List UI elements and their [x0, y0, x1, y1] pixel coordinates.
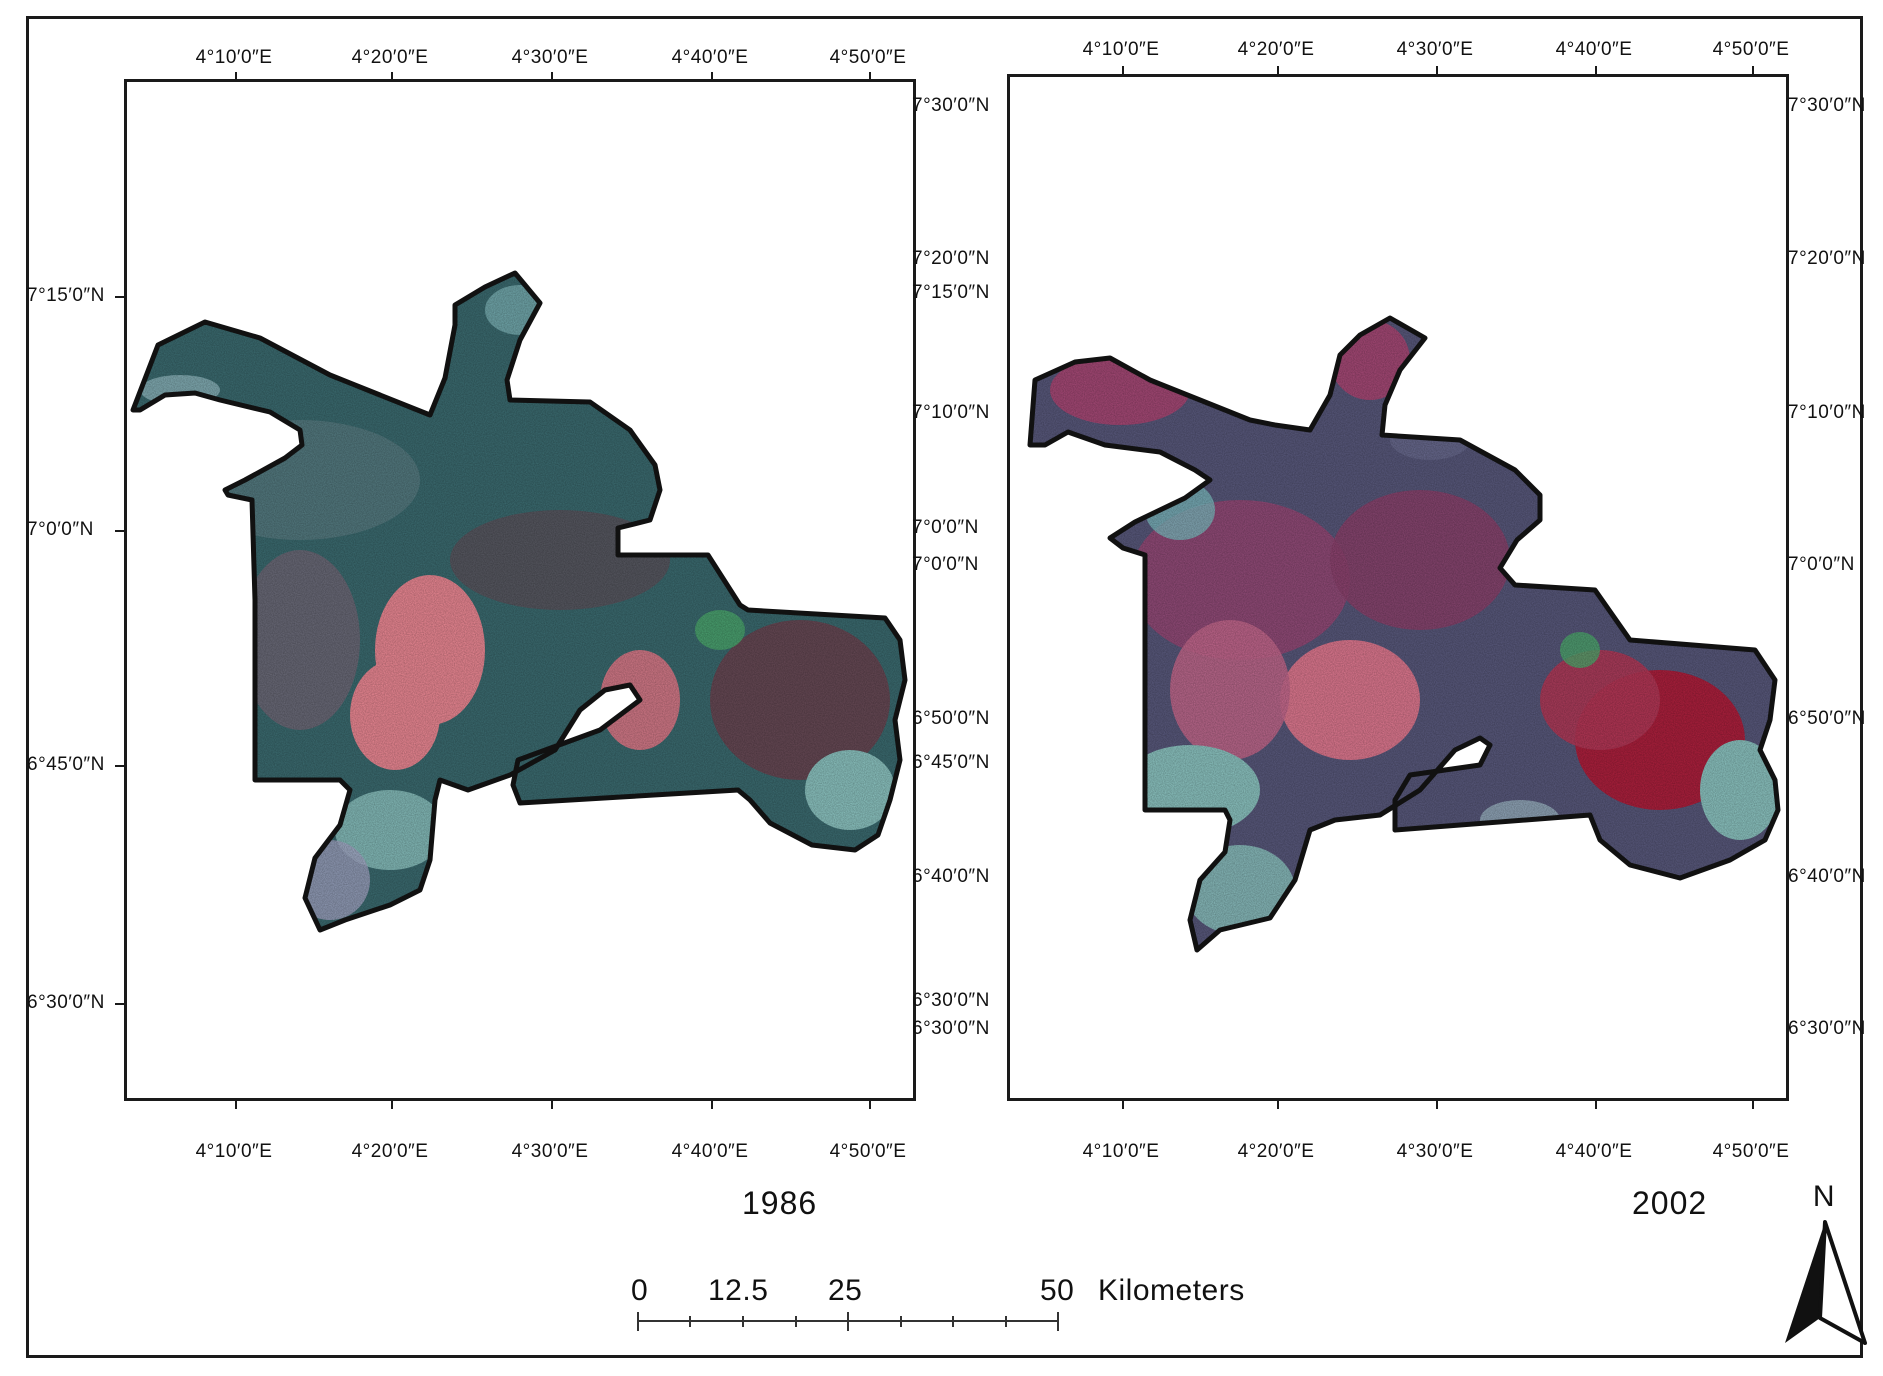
imagery-1986 — [133, 273, 905, 930]
scale-label: 25 — [828, 1274, 863, 1307]
lon-label-bottom: 4°20′0″E — [1237, 1141, 1315, 1162]
tick — [1122, 66, 1124, 75]
tick — [869, 72, 871, 81]
scale-label: 50 — [1040, 1274, 1075, 1307]
lon-label-top: 4°20′0″E — [1237, 39, 1315, 60]
scale-label: 0 — [631, 1274, 649, 1307]
tick — [551, 72, 553, 81]
lat-label-right: 6°30′0″N — [912, 1018, 990, 1039]
tick — [1122, 1100, 1124, 1109]
lon-label-top: 4°50′0″E — [1712, 39, 1790, 60]
lat-label-right: 7°20′0″N — [1788, 248, 1866, 269]
tick — [551, 1100, 553, 1109]
lon-label-top: 4°30′0″E — [1396, 39, 1474, 60]
lon-label-bottom: 4°50′0″E — [829, 1141, 907, 1162]
lon-label-top: 4°40′0″E — [1555, 39, 1633, 60]
tick — [115, 1003, 124, 1005]
tick — [1436, 66, 1438, 75]
lon-label-bottom: 4°20′0″E — [351, 1141, 429, 1162]
lon-label-bottom: 4°40′0″E — [1555, 1141, 1633, 1162]
tick — [235, 1100, 237, 1109]
north-arrow-icon — [1785, 1220, 1867, 1345]
tick — [391, 72, 393, 81]
map-year-label-2002: 2002 — [1632, 1185, 1708, 1221]
study-area-outline-1986 — [130, 270, 908, 933]
lat-label-right: 7°15′0″N — [912, 282, 990, 303]
lat-label-left: 7°0′0″N — [27, 519, 94, 540]
lon-label-bottom: 4°40′0″E — [671, 1141, 749, 1162]
lon-label-top: 4°10′0″E — [1082, 39, 1160, 60]
tick — [1277, 1100, 1279, 1109]
lat-label-left: 6°45′0″N — [27, 754, 105, 775]
tick — [711, 1100, 713, 1109]
tick — [235, 72, 237, 81]
tick — [115, 296, 124, 298]
tick — [1752, 66, 1754, 75]
study-area-outline-2002 — [1027, 315, 1781, 953]
scale-bar — [637, 1312, 1059, 1331]
lat-label-right: 6°40′0″N — [1788, 866, 1866, 887]
lon-label-top: 4°40′0″E — [671, 47, 749, 68]
lat-label-right: 7°0′0″N — [1788, 554, 1855, 575]
tick — [115, 530, 124, 532]
lat-label-right: 6°30′0″N — [1788, 1018, 1866, 1039]
north-label: N — [1812, 1180, 1836, 1213]
lon-label-bottom: 4°30′0″E — [511, 1141, 589, 1162]
lon-label-bottom: 4°10′0″E — [1082, 1141, 1160, 1162]
lon-label-bottom: 4°50′0″E — [1712, 1141, 1790, 1162]
tick — [1595, 1100, 1597, 1109]
lon-label-bottom: 4°10′0″E — [195, 1141, 273, 1162]
tick — [391, 1100, 393, 1109]
lat-label-right: 7°10′0″N — [1788, 402, 1866, 423]
tick — [1752, 1100, 1754, 1109]
map-figure-frame — [26, 16, 1863, 1358]
lat-label-right: 7°0′0″N — [912, 517, 979, 538]
lat-label-right: 6°45′0″N — [912, 752, 990, 773]
tick — [1595, 66, 1597, 75]
lat-label-left: 7°15′0″N — [27, 285, 105, 306]
tick — [1436, 1100, 1438, 1109]
lat-label-right: 7°0′0″N — [912, 554, 979, 575]
tick — [711, 72, 713, 81]
tick — [869, 1100, 871, 1109]
lat-label-right: 7°30′0″N — [912, 95, 990, 116]
lat-label-right: 7°30′0″N — [1788, 95, 1866, 116]
lat-label-left: 6°30′0″N — [27, 992, 105, 1013]
scale-label: 12.5 — [708, 1274, 769, 1307]
scale-unit: Kilometers — [1098, 1274, 1245, 1307]
lon-label-bottom: 4°30′0″E — [1396, 1141, 1474, 1162]
tick — [1277, 66, 1279, 75]
lon-label-top: 4°50′0″E — [829, 47, 907, 68]
lon-label-top: 4°20′0″E — [351, 47, 429, 68]
lat-label-right: 7°20′0″N — [912, 248, 990, 269]
lat-label-right: 6°50′0″N — [1788, 708, 1866, 729]
tick — [115, 765, 124, 767]
lat-label-right: 7°10′0″N — [912, 402, 990, 423]
map-year-label-1986: 1986 — [742, 1185, 818, 1221]
lon-label-top: 4°30′0″E — [511, 47, 589, 68]
lon-label-top: 4°10′0″E — [195, 47, 273, 68]
lat-label-right: 6°40′0″N — [912, 866, 990, 887]
lat-label-right: 6°50′0″N — [912, 708, 990, 729]
lat-label-right: 6°30′0″N — [912, 990, 990, 1011]
